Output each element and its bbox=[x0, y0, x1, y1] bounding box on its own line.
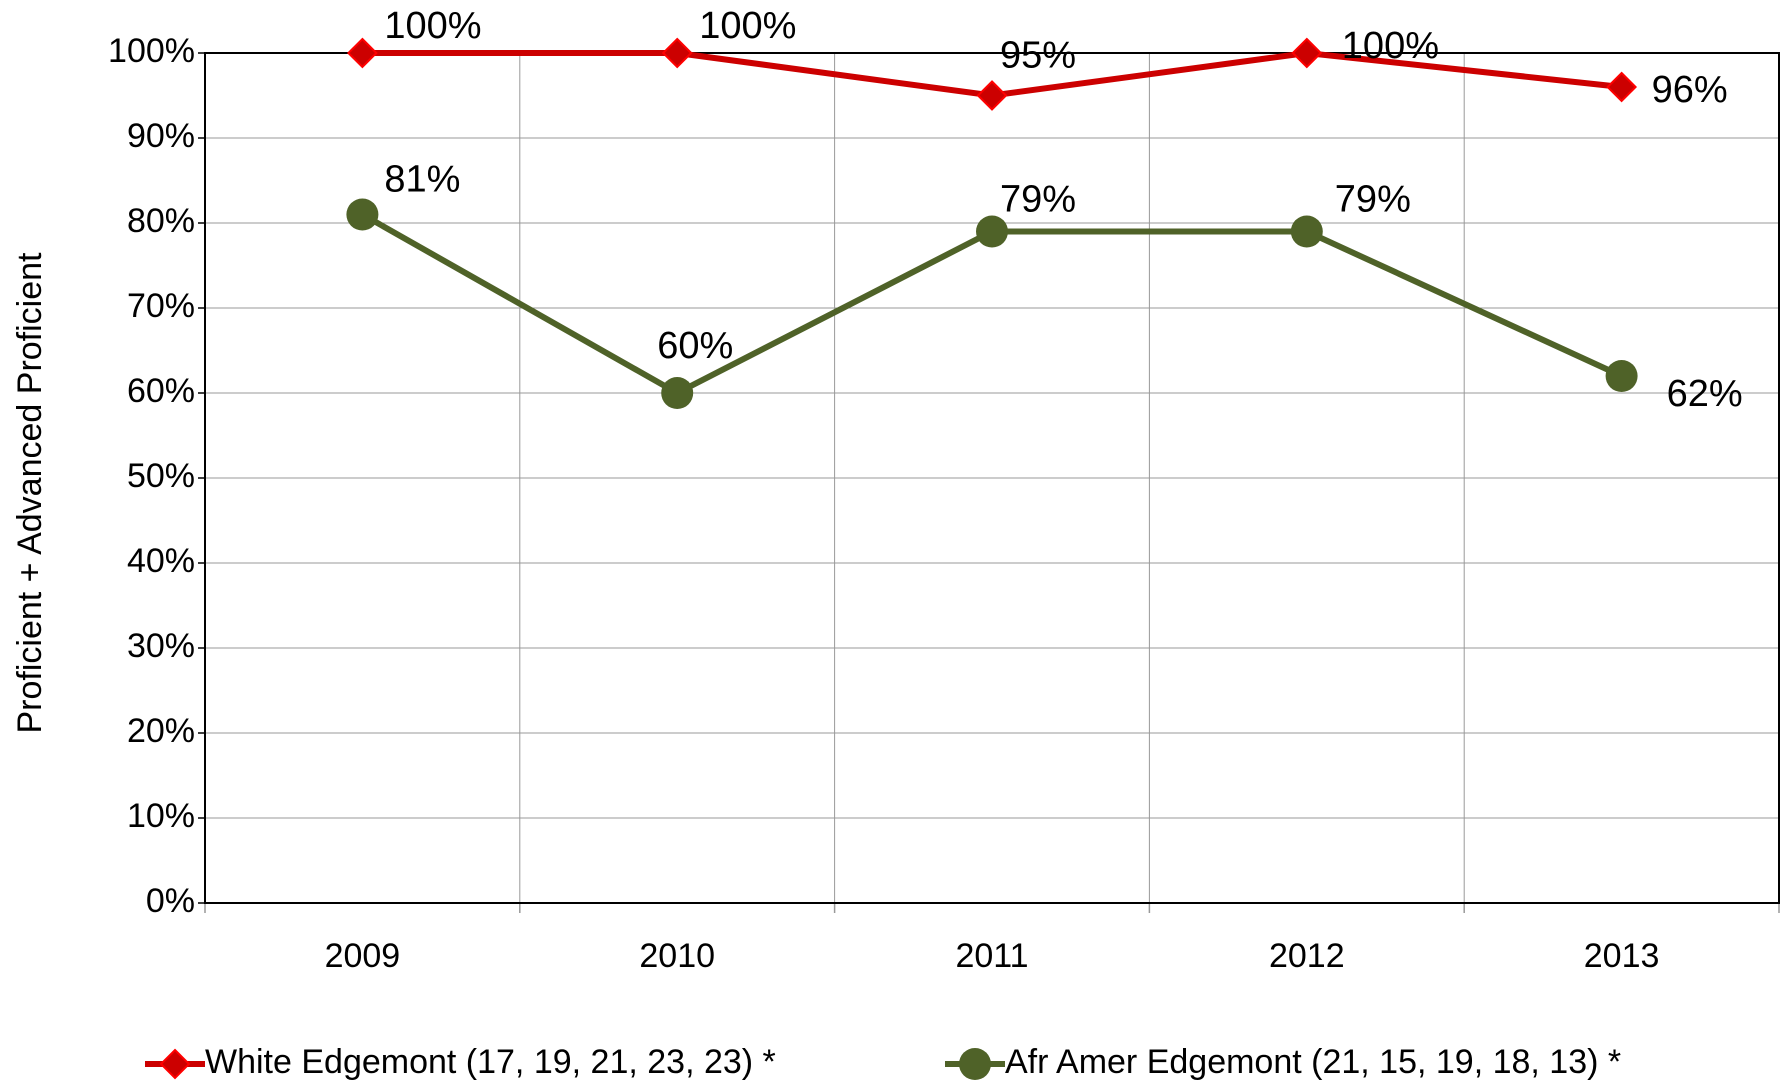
x-tick-label: 2009 bbox=[325, 937, 401, 975]
value-label: 79% bbox=[1335, 179, 1411, 221]
y-tick-label: 0% bbox=[146, 882, 195, 920]
x-tick-label: 2010 bbox=[639, 937, 715, 975]
value-label: 100% bbox=[699, 5, 796, 47]
value-label: 96% bbox=[1652, 69, 1728, 111]
y-tick-label: 30% bbox=[127, 627, 195, 665]
marker bbox=[1605, 360, 1638, 392]
value-label: 81% bbox=[384, 159, 460, 201]
marker bbox=[346, 198, 379, 231]
marker bbox=[661, 37, 693, 69]
y-tick-label: 80% bbox=[127, 202, 195, 240]
y-tick-label: 10% bbox=[127, 797, 195, 835]
legend-label: Afr Amer Edgemont (21, 15, 19, 18, 13) * bbox=[1005, 1043, 1621, 1081]
y-tick-label: 60% bbox=[127, 372, 195, 410]
value-label: 62% bbox=[1667, 373, 1743, 415]
value-label: 95% bbox=[1000, 35, 1076, 77]
marker bbox=[976, 215, 1008, 248]
y-tick-label: 70% bbox=[127, 287, 195, 325]
marker bbox=[1606, 71, 1638, 103]
y-tick-label: 20% bbox=[127, 712, 195, 750]
marker bbox=[1291, 37, 1323, 69]
y-tick-label: 40% bbox=[127, 542, 195, 580]
marker bbox=[976, 80, 1008, 111]
value-label: 100% bbox=[1342, 25, 1439, 67]
marker bbox=[959, 1048, 991, 1080]
y-tick-label: 100% bbox=[108, 32, 195, 70]
value-label: 100% bbox=[384, 5, 481, 47]
marker bbox=[1290, 215, 1323, 248]
legend-label: White Edgemont (17, 19, 21, 23, 23) * bbox=[205, 1043, 776, 1081]
x-tick-label: 2011 bbox=[955, 937, 1028, 975]
marker bbox=[661, 377, 694, 409]
x-tick-label: 2013 bbox=[1584, 937, 1660, 975]
value-label: 79% bbox=[1000, 179, 1076, 221]
y-tick-label: 50% bbox=[127, 457, 195, 495]
y-tick-label: 90% bbox=[127, 117, 195, 155]
marker bbox=[159, 1048, 191, 1080]
y-axis-label: Proficient + Advanced Proficient bbox=[11, 252, 49, 734]
plot-frame bbox=[204, 52, 1780, 904]
x-tick-label: 2012 bbox=[1269, 937, 1345, 975]
marker bbox=[346, 37, 378, 69]
value-label: 60% bbox=[657, 325, 733, 367]
